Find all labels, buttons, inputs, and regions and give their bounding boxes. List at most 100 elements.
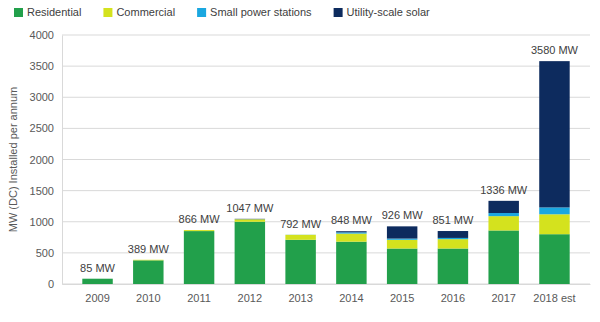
legend-swatch	[103, 8, 112, 17]
legend-swatch	[14, 8, 23, 17]
x-axis-line	[63, 284, 591, 285]
x-tick-label: 2012	[238, 292, 262, 304]
bar-segment	[539, 214, 569, 234]
bar-segment	[488, 213, 518, 216]
x-tick: 2012	[238, 284, 262, 304]
bar-segment	[184, 231, 214, 284]
bar-segment	[235, 219, 265, 221]
total-label: 848 MW	[331, 214, 373, 226]
y-tick-label: 1500	[30, 185, 54, 197]
series	[82, 222, 569, 284]
x-tick: 2009	[85, 284, 109, 304]
bar-segment	[387, 240, 417, 249]
bar-segment	[488, 216, 518, 230]
y-tick: 3500	[30, 60, 62, 72]
x-tick-label: 2017	[491, 292, 515, 304]
total-label: 1336 MW	[480, 184, 528, 196]
bar-segment	[488, 201, 518, 213]
y-tick-label: 500	[36, 247, 54, 259]
bar-segment	[133, 259, 163, 261]
grid-line	[62, 159, 590, 160]
bar-segment	[285, 240, 315, 284]
bar-segment	[438, 238, 468, 239]
y-tick: 2000	[30, 154, 62, 166]
bar-segment	[387, 226, 417, 238]
legend-item: Small power stations	[197, 6, 312, 18]
y-tick-label: 2000	[30, 154, 54, 166]
bar-segment	[488, 230, 518, 284]
legend: Residential Commercial Small power station…	[14, 6, 430, 18]
bar-segment	[285, 235, 315, 240]
bar-segment	[133, 259, 163, 260]
bar-segment	[184, 230, 214, 232]
series	[235, 207, 570, 239]
x-tick-label: 2013	[288, 292, 312, 304]
grid-line	[62, 66, 590, 67]
series	[235, 61, 570, 238]
bar-segment	[235, 218, 265, 219]
grid-line	[62, 128, 590, 129]
x-tick: 2015	[390, 284, 414, 304]
legend-label: Small power stations	[210, 6, 312, 18]
legend-item: Residential	[14, 6, 81, 18]
legend-swatch	[197, 8, 206, 17]
y-tick-label: 1000	[30, 216, 54, 228]
bars	[82, 61, 569, 284]
y-tick-label: 2500	[30, 122, 54, 134]
y-tick-label: 3500	[30, 60, 54, 72]
bar-segment	[184, 230, 214, 231]
bar-segment	[82, 278, 112, 279]
total-label: 1047 MW	[226, 202, 274, 214]
legend-label: Commercial	[116, 6, 175, 18]
legend-label: Utility-scale solar	[347, 6, 430, 18]
x-tick: 2014	[339, 284, 363, 304]
grid	[62, 35, 590, 284]
bar-segment	[133, 260, 163, 284]
bar-segment	[438, 249, 468, 284]
y-tick: 500	[36, 247, 62, 259]
y-axis-title: MW (DC) Installed per annum	[7, 87, 19, 233]
total-label: 851 MW	[432, 214, 474, 226]
bar-segment	[336, 242, 366, 284]
bar-segment	[235, 219, 265, 220]
bar-segment	[285, 234, 315, 235]
bar-segment	[82, 278, 112, 279]
y-tick: 4000	[30, 29, 62, 41]
bar-segment	[82, 279, 112, 284]
x-tick-label: 2018 est	[533, 292, 575, 304]
total-label: 792 MW	[280, 218, 322, 230]
x-tick-label: 2015	[390, 292, 414, 304]
total-label: 389 MW	[128, 243, 170, 255]
x-axis: 2009201020112012201320142015201620172018…	[63, 284, 591, 304]
x-tick-label: 2010	[136, 292, 160, 304]
total-label: 3580 MW	[531, 44, 579, 56]
legend-item: Commercial	[103, 6, 175, 18]
y-tick: 2500	[30, 122, 62, 134]
x-tick: 2018 est	[533, 284, 575, 304]
x-tick-label: 2011	[187, 292, 211, 304]
total-label: 926 MW	[382, 209, 424, 221]
bar-segment	[438, 239, 468, 248]
bar-segment	[82, 278, 112, 279]
y-tick-label: 3000	[30, 91, 54, 103]
grid-line	[62, 97, 590, 98]
bar-segment	[336, 234, 366, 242]
grid-line	[62, 35, 590, 36]
y-axis: 05001000150020002500300035004000	[30, 29, 63, 290]
total-label: 85 MW	[80, 262, 115, 274]
y-tick: 3000	[30, 91, 62, 103]
bar-segment	[336, 232, 366, 233]
y-axis-line	[62, 36, 63, 285]
bar-segment	[336, 231, 366, 232]
y-tick: 1500	[30, 185, 62, 197]
bar-segment	[285, 234, 315, 235]
bar-segment	[235, 222, 265, 284]
total-label: 866 MW	[179, 213, 221, 225]
x-tick: 2017	[491, 284, 515, 304]
bar-segment	[387, 249, 417, 284]
bar-segment	[387, 239, 417, 240]
x-tick: 2010	[136, 284, 160, 304]
total-labels: 85 MW 389 MW 866 MW 1047 MW 792 MW 848 MW 926 …	[80, 44, 578, 274]
legend-label: Residential	[27, 6, 81, 18]
legend-item: Utility-scale solar	[334, 6, 430, 18]
